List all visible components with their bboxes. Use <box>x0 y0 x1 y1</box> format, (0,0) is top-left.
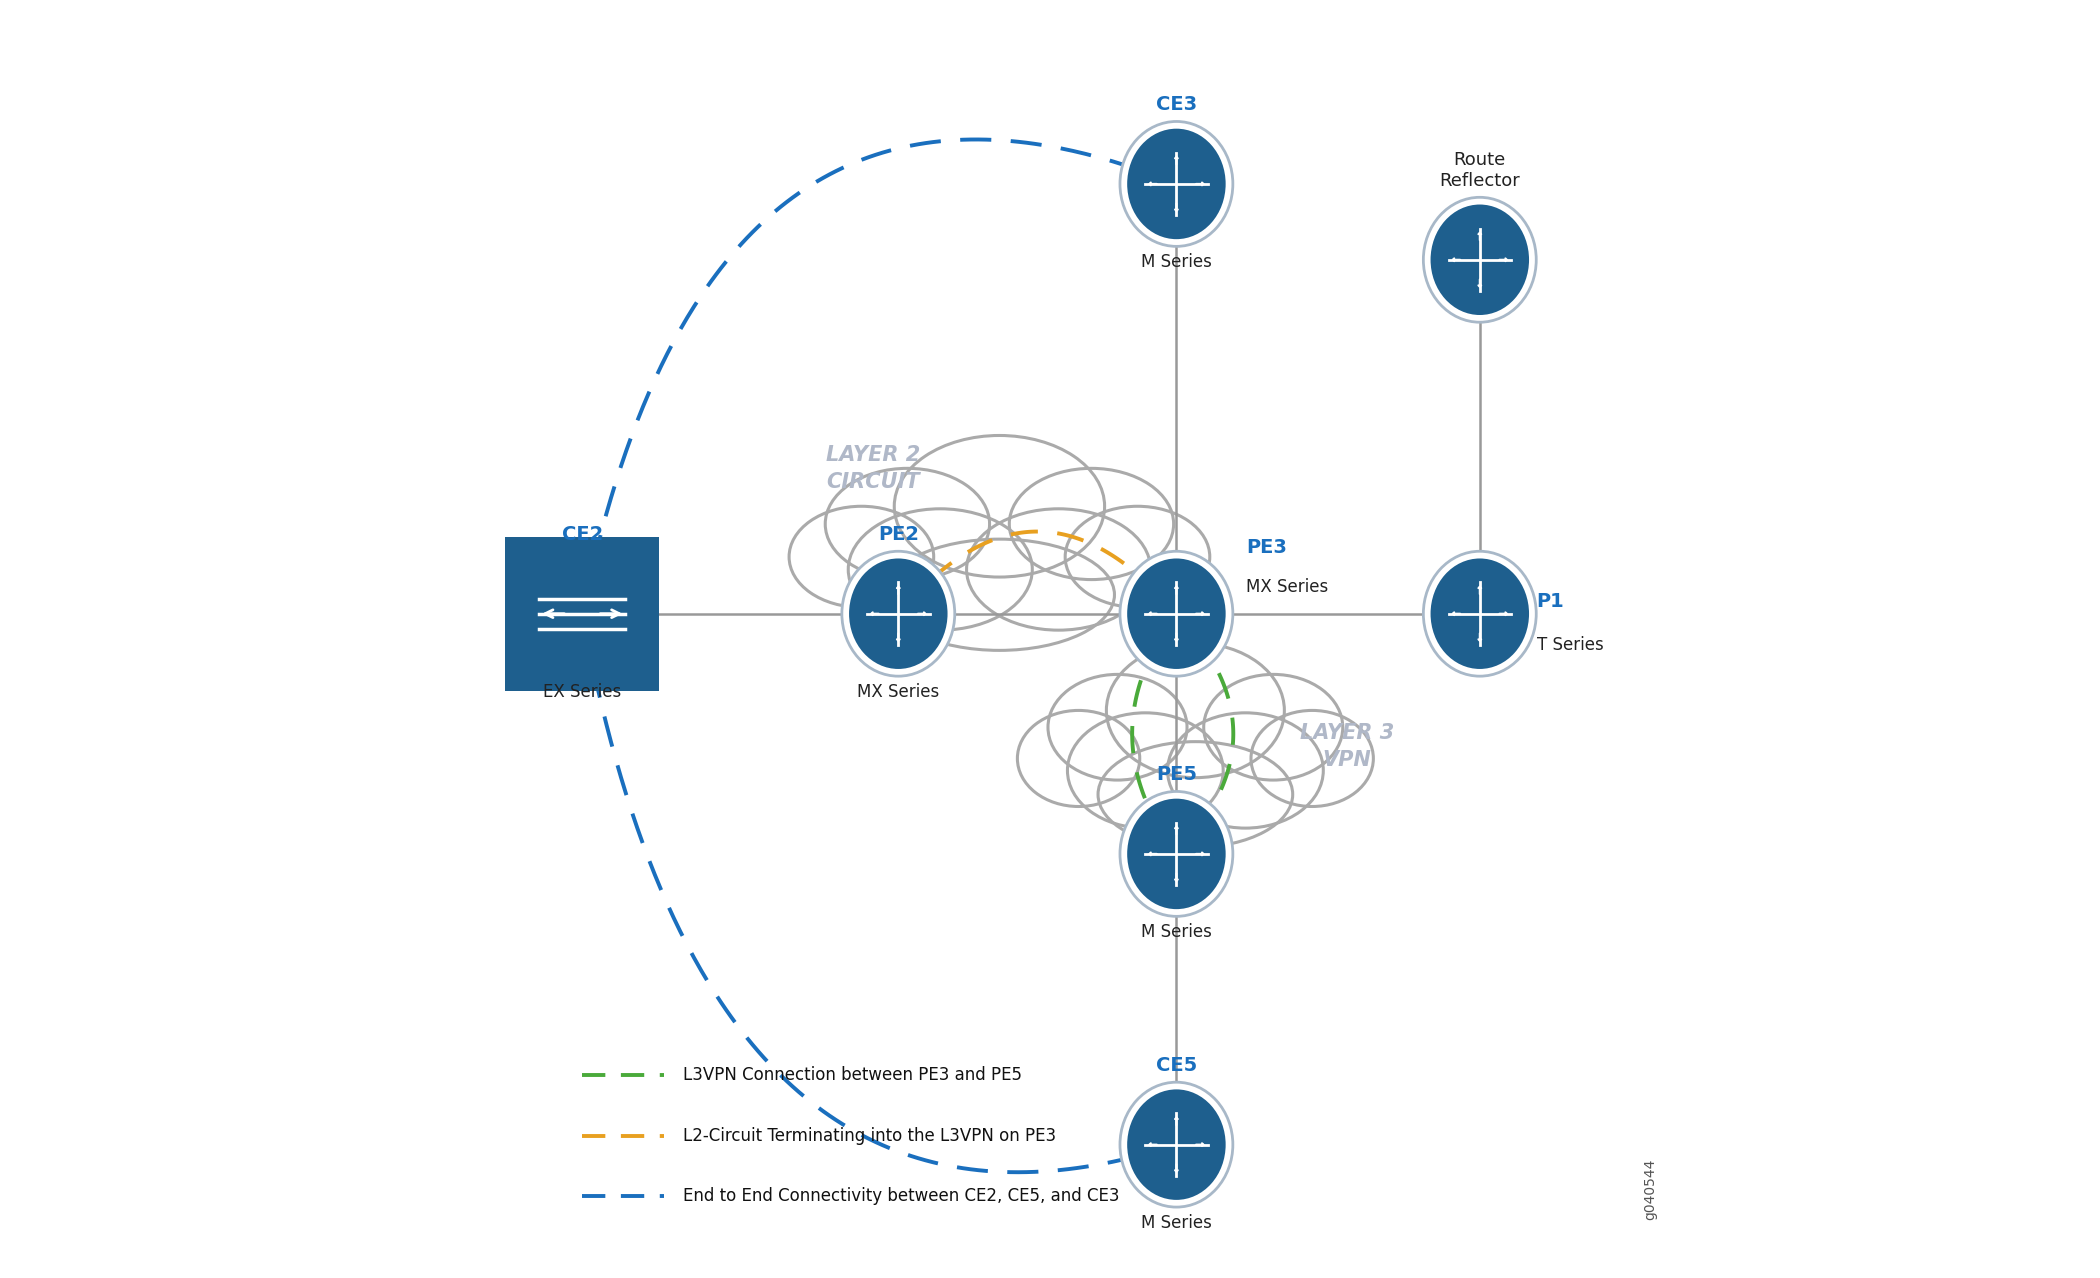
Text: L2-Circuit Terminating into the L3VPN on PE3: L2-Circuit Terminating into the L3VPN on… <box>682 1127 1056 1145</box>
FancyBboxPatch shape <box>506 537 659 691</box>
Text: PE2: PE2 <box>878 525 920 544</box>
Text: Route
Reflector: Route Reflector <box>1438 151 1520 190</box>
Ellipse shape <box>1424 197 1537 322</box>
Ellipse shape <box>1119 121 1233 247</box>
Text: M Series: M Series <box>1140 253 1212 271</box>
Text: End to End Connectivity between CE2, CE5, and CE3: End to End Connectivity between CE2, CE5… <box>682 1187 1119 1205</box>
Ellipse shape <box>1128 558 1226 668</box>
Ellipse shape <box>1119 1082 1233 1208</box>
Ellipse shape <box>1016 711 1140 806</box>
Text: MX Series: MX Series <box>857 684 939 702</box>
Text: PE5: PE5 <box>1155 766 1197 785</box>
Ellipse shape <box>1168 713 1323 828</box>
Ellipse shape <box>1203 675 1342 780</box>
Ellipse shape <box>1128 129 1226 239</box>
Ellipse shape <box>966 509 1151 630</box>
Ellipse shape <box>848 509 1033 630</box>
Ellipse shape <box>1430 204 1529 314</box>
Text: M Series: M Series <box>1140 1214 1212 1232</box>
Text: M Series: M Series <box>1140 924 1212 942</box>
Ellipse shape <box>1098 741 1294 847</box>
Text: CE3: CE3 <box>1155 96 1197 115</box>
Ellipse shape <box>1424 551 1537 676</box>
Text: EX Series: EX Series <box>544 684 622 702</box>
Ellipse shape <box>790 506 934 607</box>
Ellipse shape <box>1010 468 1174 580</box>
Text: P1: P1 <box>1537 592 1564 611</box>
Ellipse shape <box>1065 506 1210 607</box>
Ellipse shape <box>1252 711 1373 806</box>
Text: LAYER 2
CIRCUIT: LAYER 2 CIRCUIT <box>825 445 920 492</box>
Ellipse shape <box>848 558 947 668</box>
Text: g040544: g040544 <box>1644 1159 1657 1220</box>
Ellipse shape <box>1128 799 1226 909</box>
Text: CE5: CE5 <box>1155 1056 1197 1075</box>
Ellipse shape <box>884 539 1115 651</box>
Ellipse shape <box>1119 551 1233 676</box>
Ellipse shape <box>1107 643 1285 778</box>
Ellipse shape <box>1067 713 1222 828</box>
Ellipse shape <box>1119 791 1233 916</box>
Text: MX Series: MX Series <box>1245 579 1327 597</box>
Ellipse shape <box>1128 1089 1226 1200</box>
Ellipse shape <box>895 436 1105 578</box>
Text: L3VPN Connection between PE3 and PE5: L3VPN Connection between PE3 and PE5 <box>682 1066 1023 1084</box>
Text: CE2: CE2 <box>561 525 603 544</box>
Text: PE3: PE3 <box>1245 538 1287 557</box>
Ellipse shape <box>842 551 956 676</box>
Ellipse shape <box>1430 558 1529 668</box>
Ellipse shape <box>825 468 989 580</box>
Text: T Series: T Series <box>1537 636 1604 654</box>
Text: LAYER 3
VPN: LAYER 3 VPN <box>1300 723 1394 769</box>
Ellipse shape <box>1048 675 1186 780</box>
